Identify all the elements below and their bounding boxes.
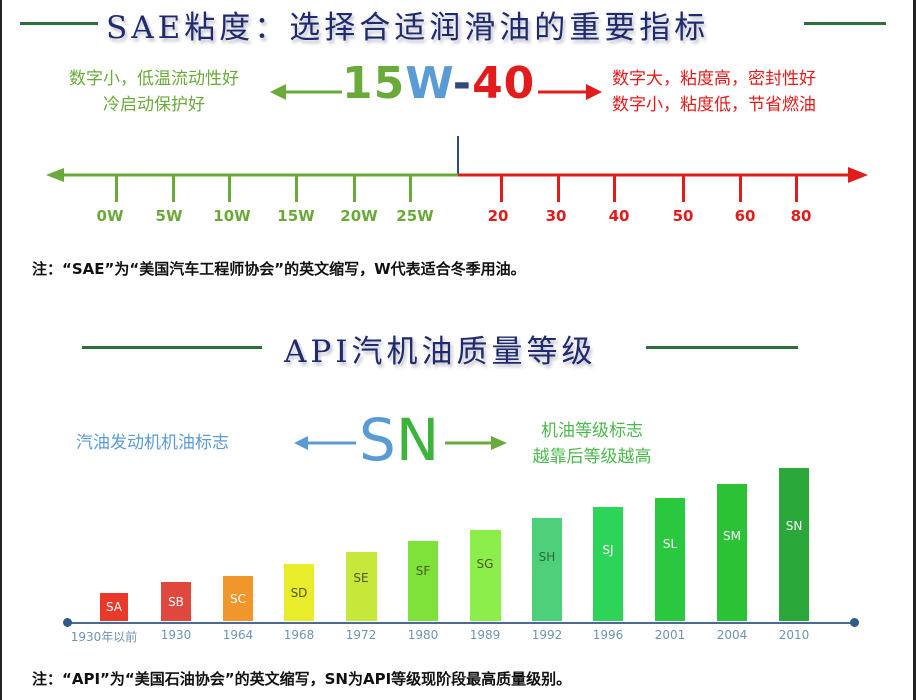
sae-left-desc: 数字小，低温流动性好 冷启动保护好 [44, 66, 264, 118]
bar-sb: SB [161, 582, 191, 621]
tick-label: 15W [277, 207, 315, 225]
grade-w: W [405, 58, 453, 109]
bar-label: SH [538, 549, 556, 564]
bar-label: SM [723, 528, 741, 543]
api-title: API汽机油质量等级 [284, 334, 597, 370]
sae-note: 注：“SAE”为“美国汽车工程师协会”的英文缩写，W代表适合冬季用油。 [32, 260, 526, 278]
grade-dash: - [452, 58, 473, 109]
title-rule-left [20, 22, 98, 25]
arrow-left-icon [270, 84, 342, 100]
tick-label: 20 [487, 207, 509, 225]
tick-label: 50 [672, 207, 694, 225]
sae-right-desc: 数字大，粘度高，密封性好 数字小，粘度低，节省燃油 [612, 66, 816, 118]
tick-40 [613, 176, 616, 202]
tick-label: 5W [155, 207, 183, 225]
bar-label: SN [785, 518, 803, 533]
year-label: 1972 [345, 628, 377, 642]
arrow-right-icon [538, 84, 602, 100]
tick-5w [172, 176, 175, 202]
tick-label: 10W [213, 207, 251, 225]
timeline-end-dot [850, 618, 859, 627]
api-arrow-left-icon [294, 436, 356, 450]
tick-25w [409, 176, 412, 202]
api-note: 注：“API”为“美国石油协会”的英文缩写，SN为API等级现阶段最高质量级别。 [32, 670, 572, 688]
api-title-rule-right [646, 346, 798, 349]
bar-label: SC [230, 591, 246, 606]
bar-label: SJ [602, 542, 614, 557]
year-label: 2010 [778, 628, 810, 642]
api-grade-n: N [395, 406, 440, 474]
bar-label: SE [353, 571, 369, 585]
timeline-start-dot [63, 618, 72, 627]
title-rule-right [804, 22, 886, 25]
tick-15w [295, 176, 298, 202]
year-label: 1930年以前 [70, 630, 138, 644]
tick-20w [353, 176, 356, 202]
sae-divider [457, 136, 459, 176]
api-right-desc-line1: 机油等级标志 [541, 421, 643, 441]
tick-60 [739, 176, 742, 202]
bar-sj: SJ [593, 507, 623, 621]
bar-sa: SA [100, 593, 128, 621]
bar-sg: SG [469, 530, 501, 621]
api-left-desc: 汽油发动机机油标志 [76, 433, 229, 453]
bar-sm: SM [717, 484, 747, 621]
sae-right-desc-line2: 数字小，粘度低，节省燃油 [612, 95, 816, 115]
bar-label: SD [290, 585, 308, 600]
sae-title: SAE粘度：选择合适润滑油的重要指标 [106, 10, 710, 46]
api-right-desc: 机油等级标志 越靠后等级越高 [512, 418, 672, 470]
bar-label: SL [662, 537, 678, 551]
sae-right-desc-line1: 数字大，粘度高，密封性好 [612, 69, 816, 89]
year-label: 1968 [283, 628, 315, 642]
grade-winter-number: 15 [342, 58, 406, 109]
year-label: 1989 [469, 628, 501, 642]
grade-summer-number: 40 [472, 58, 536, 109]
tick-30 [557, 176, 560, 202]
year-label: 1996 [592, 628, 624, 642]
bar-label: SB [168, 594, 184, 609]
tick-20 [500, 176, 503, 202]
tick-label: 30 [545, 207, 567, 225]
tick-label: 20W [340, 207, 378, 225]
tick-label: 25W [396, 207, 434, 225]
tick-80 [795, 176, 798, 202]
api-right-desc-line2: 越靠后等级越高 [532, 447, 652, 467]
bar-sc: SC [223, 576, 253, 621]
bar-sd: SD [284, 564, 314, 621]
sae-left-desc-line1: 数字小，低温流动性好 [69, 69, 239, 89]
bar-label: SA [105, 600, 123, 614]
year-label: 1930 [160, 628, 192, 642]
year-label: 2001 [654, 628, 686, 642]
tick-label: 80 [790, 207, 812, 225]
tick-label: 60 [734, 207, 756, 225]
bar-label: SG [476, 557, 494, 571]
bar-sh: SH [532, 518, 562, 621]
bar-se: SE [345, 552, 377, 621]
tick-10w [228, 176, 231, 202]
bar-sn: SN [779, 468, 809, 621]
bar-sf: SF [408, 541, 438, 621]
tick-0w [115, 176, 118, 202]
year-label: 1980 [407, 628, 439, 642]
api-grade-s: S [359, 406, 396, 474]
year-label: 1992 [531, 628, 563, 642]
api-title-rule-left [82, 346, 262, 349]
api-grade: SN [359, 408, 439, 472]
year-label: 2004 [716, 628, 748, 642]
year-label: 1964 [222, 628, 254, 642]
tick-label: 40 [608, 207, 630, 225]
tick-50 [682, 176, 685, 202]
sae-grade: 15W-40 [342, 58, 535, 109]
sae-axis-summer-arrow [458, 167, 868, 183]
bar-sl: SL [655, 498, 685, 621]
timeline-axis [68, 622, 854, 624]
bar-label: SF [415, 564, 431, 578]
api-arrow-right-icon [445, 436, 507, 450]
tick-label: 0W [96, 207, 124, 225]
sae-axis-winter-arrow [46, 168, 458, 182]
sae-left-desc-line2: 冷启动保护好 [103, 95, 205, 115]
